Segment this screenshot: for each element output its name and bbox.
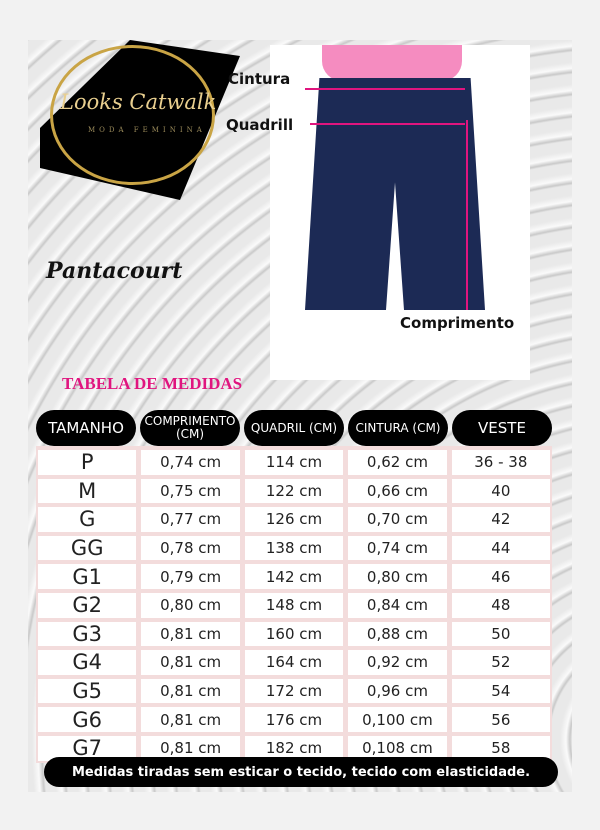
table-row: G4 0,81 cm 164 cm 0,92 cm 52 [38, 648, 551, 677]
logo-ring [50, 45, 215, 185]
cell-hip: 182 cm [244, 735, 344, 761]
header-fits: VESTE [452, 410, 552, 446]
waist-label: Cintura [228, 70, 291, 88]
cell-waist: 0,74 cm [348, 535, 447, 561]
cell-hip: 142 cm [244, 564, 344, 589]
cell-hip: 160 cm [244, 621, 344, 647]
table-body: P 0,74 cm 114 cm 0,62 cm 36 - 38 M 0,75 cm 122 … [36, 446, 552, 763]
cell-length: 0,81 cm [141, 735, 240, 761]
model-shirt [322, 45, 462, 81]
table-row: GG 0,78 cm 138 cm 0,74 cm 44 [38, 534, 551, 563]
cell-length: 0,81 cm [141, 707, 240, 732]
product-title: Pantacourt [46, 258, 183, 284]
hip-arrow [310, 123, 465, 125]
cell-hip: 126 cm [244, 507, 344, 532]
size-table: TAMANHO COMPRIMENTO (CM) QUADRIL (CM) CI… [36, 410, 552, 763]
table-header: TAMANHO COMPRIMENTO (CM) QUADRIL (CM) CI… [36, 410, 552, 446]
cell-size: G1 [38, 564, 137, 589]
cell-fits: 36 - 38 [451, 450, 551, 475]
cell-hip: 172 cm [244, 678, 344, 704]
cell-size: G5 [38, 678, 137, 704]
cell-fits: 44 [451, 535, 551, 561]
table-row: G7 0,81 cm 182 cm 0,108 cm 58 [38, 734, 551, 763]
length-arrow [466, 120, 468, 310]
brand-logo: Looks Catwalk [60, 90, 217, 114]
table-row: P 0,74 cm 114 cm 0,62 cm 36 - 38 [38, 448, 551, 477]
table-row: G2 0,80 cm 148 cm 0,84 cm 48 [38, 591, 551, 620]
cell-size: P [38, 450, 137, 475]
cell-fits: 52 [451, 650, 551, 675]
cell-fits: 42 [451, 507, 551, 532]
cell-size: M [38, 478, 137, 504]
cell-size: G4 [38, 650, 137, 675]
cell-fits: 54 [451, 678, 551, 704]
header-length: COMPRIMENTO (CM) [140, 410, 240, 446]
cell-waist: 0,80 cm [348, 564, 447, 589]
cell-waist: 0,96 cm [348, 678, 447, 704]
cell-length: 0,75 cm [141, 478, 240, 504]
cell-length: 0,80 cm [141, 592, 240, 618]
cell-size: G [38, 507, 137, 532]
cell-fits: 58 [451, 735, 551, 761]
cell-size: G3 [38, 621, 137, 647]
cell-length: 0,78 cm [141, 535, 240, 561]
cell-waist: 0,100 cm [348, 707, 447, 732]
cell-fits: 40 [451, 478, 551, 504]
table-row: M 0,75 cm 122 cm 0,66 cm 40 [38, 477, 551, 506]
table-row: G1 0,79 cm 142 cm 0,80 cm 46 [38, 562, 551, 591]
cell-hip: 164 cm [244, 650, 344, 675]
table-row: G5 0,81 cm 172 cm 0,96 cm 54 [38, 677, 551, 706]
cell-fits: 46 [451, 564, 551, 589]
cell-hip: 176 cm [244, 707, 344, 732]
table-row: G6 0,81 cm 176 cm 0,100 cm 56 [38, 705, 551, 734]
waist-arrow [305, 88, 465, 90]
cell-waist: 0,66 cm [348, 478, 447, 504]
header-size: TAMANHO [36, 410, 136, 446]
cell-waist: 0,62 cm [348, 450, 447, 475]
cell-hip: 122 cm [244, 478, 344, 504]
cell-length: 0,81 cm [141, 621, 240, 647]
cell-length: 0,81 cm [141, 650, 240, 675]
cell-size: G7 [38, 735, 137, 761]
cell-size: GG [38, 535, 137, 561]
table-row: G3 0,81 cm 160 cm 0,88 cm 50 [38, 620, 551, 649]
footer-note: Medidas tiradas sem esticar o tecido, te… [44, 757, 558, 787]
cell-waist: 0,84 cm [348, 592, 447, 618]
header-waist: CINTURA (CM) [348, 410, 448, 446]
cell-waist: 0,92 cm [348, 650, 447, 675]
cell-size: G2 [38, 592, 137, 618]
cell-length: 0,81 cm [141, 678, 240, 704]
cell-waist: 0,70 cm [348, 507, 447, 532]
cell-hip: 114 cm [244, 450, 344, 475]
cell-fits: 56 [451, 707, 551, 732]
header-hip: QUADRIL (CM) [244, 410, 344, 446]
cell-length: 0,74 cm [141, 450, 240, 475]
cell-size: G6 [38, 707, 137, 732]
length-label: Comprimento [400, 314, 515, 332]
cell-length: 0,77 cm [141, 507, 240, 532]
hip-label: Quadrill [226, 116, 294, 134]
brand-tagline: MODA FEMININA [88, 126, 206, 134]
cell-fits: 48 [451, 592, 551, 618]
table-title: TABELA DE MEDIDAS [62, 374, 243, 393]
cell-fits: 50 [451, 621, 551, 647]
cell-hip: 138 cm [244, 535, 344, 561]
cell-waist: 0,108 cm [348, 735, 447, 761]
cell-hip: 148 cm [244, 592, 344, 618]
table-row: G 0,77 cm 126 cm 0,70 cm 42 [38, 505, 551, 534]
cell-length: 0,79 cm [141, 564, 240, 589]
cell-waist: 0,88 cm [348, 621, 447, 647]
